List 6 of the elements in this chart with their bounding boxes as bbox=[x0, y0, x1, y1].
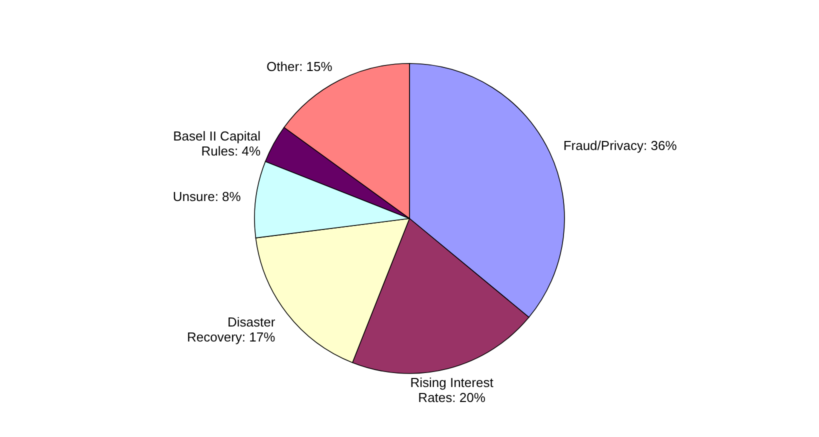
slice-label: Basel II Capital Rules: 4% bbox=[173, 128, 261, 159]
slice-label: Other: 15% bbox=[266, 59, 333, 74]
slice-label: Rising Interest Rates: 20% bbox=[410, 375, 494, 406]
slice-label: Unsure: 8% bbox=[172, 189, 242, 204]
slice-label: Fraud/Privacy: 36% bbox=[563, 138, 678, 154]
slice-label: Disaster Recovery: 17% bbox=[187, 314, 276, 345]
